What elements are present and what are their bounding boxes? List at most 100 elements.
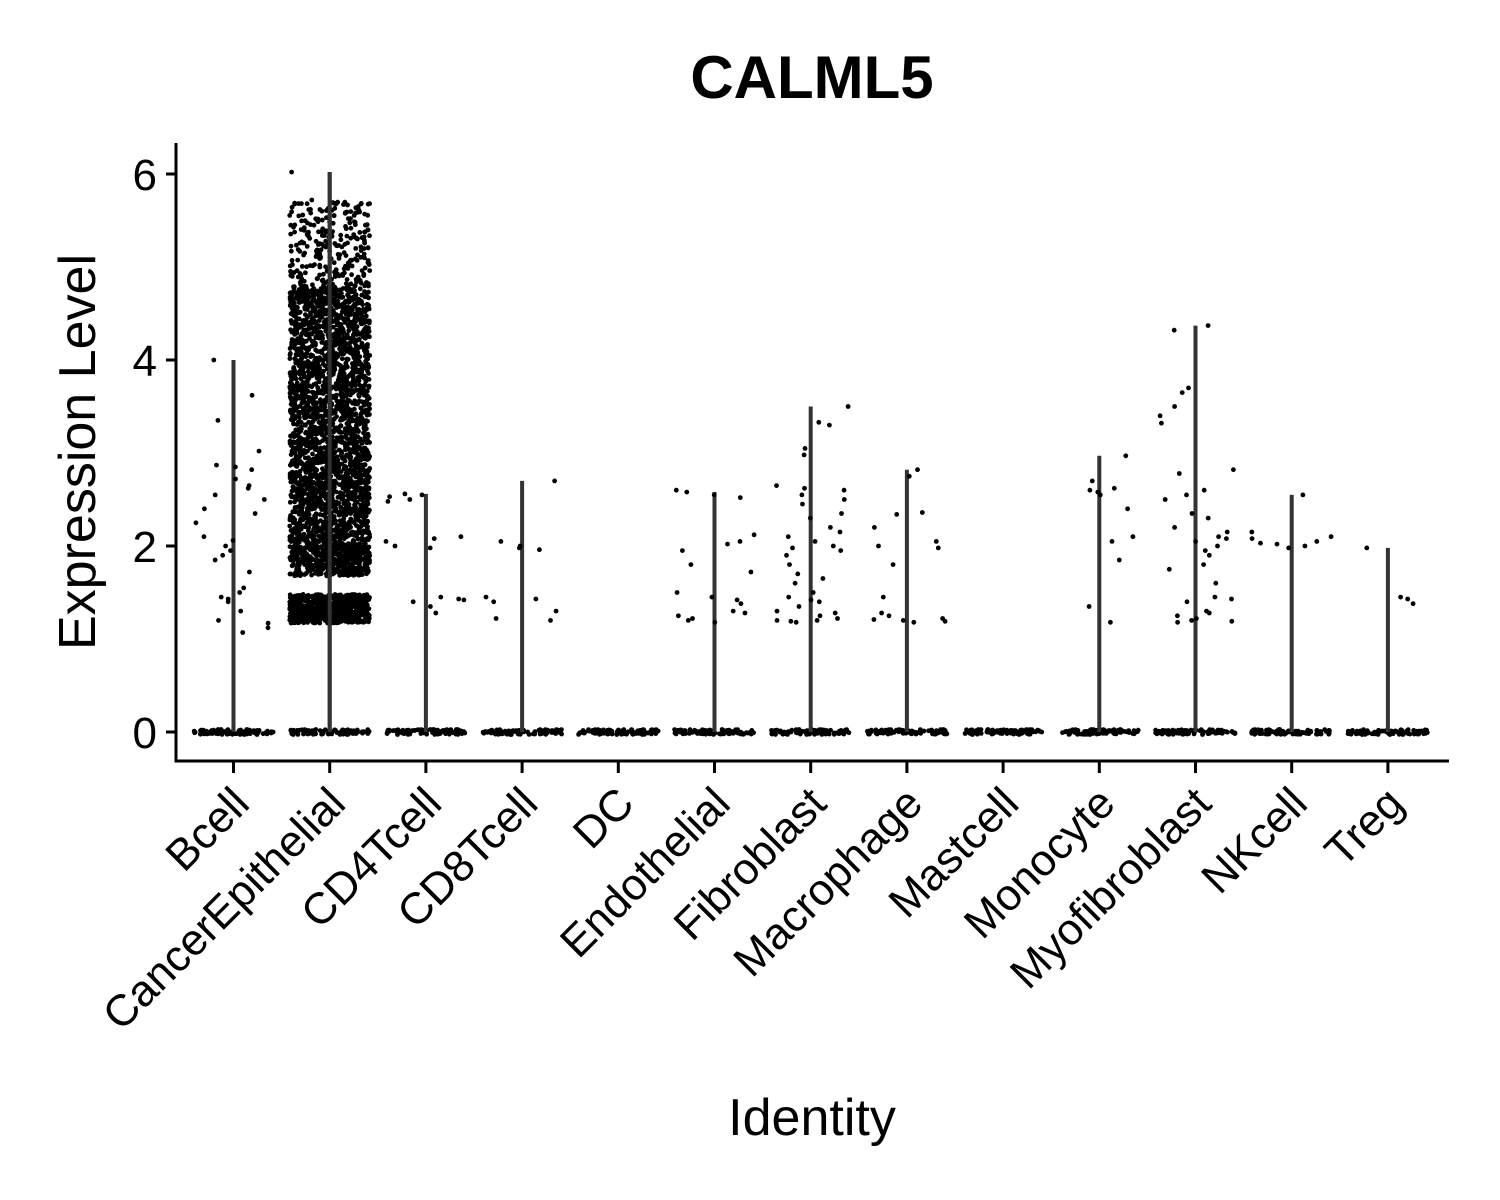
data-point <box>345 593 351 599</box>
data-point <box>717 731 722 737</box>
data-point <box>896 729 902 735</box>
data-point <box>305 434 311 440</box>
zero-point-cluster <box>288 727 372 737</box>
data-point <box>308 352 314 358</box>
data-point <box>289 169 294 175</box>
data-point <box>820 576 826 581</box>
data-point <box>352 572 357 578</box>
data-point <box>305 528 311 534</box>
data-point <box>322 727 328 733</box>
data-point <box>331 556 337 562</box>
data-point <box>995 729 1000 735</box>
data-point <box>302 462 308 468</box>
data-point <box>334 457 339 462</box>
data-point <box>298 376 304 382</box>
data-point <box>337 554 342 559</box>
data-point <box>300 448 306 454</box>
data-point <box>347 532 353 538</box>
data-point <box>202 731 207 737</box>
data-point <box>338 423 344 429</box>
data-point <box>341 379 347 384</box>
data-point <box>498 539 504 544</box>
data-point <box>318 407 324 413</box>
data-point <box>307 335 312 341</box>
data-point <box>392 543 398 549</box>
data-point <box>355 446 361 452</box>
data-point <box>353 512 358 518</box>
data-point <box>549 729 554 735</box>
data-point <box>737 495 743 500</box>
data-point <box>742 610 748 616</box>
data-point <box>356 529 362 535</box>
data-point <box>614 729 620 735</box>
data-point <box>359 513 365 519</box>
data-point <box>356 398 362 404</box>
data-point <box>309 572 314 578</box>
data-point <box>314 605 320 611</box>
data-point <box>316 323 322 328</box>
data-point <box>314 553 320 558</box>
data-point <box>201 534 207 540</box>
data-point <box>877 728 883 734</box>
data-point <box>321 525 327 531</box>
data-point <box>311 480 317 485</box>
data-point <box>359 572 365 577</box>
data-point <box>363 564 369 569</box>
data-point <box>309 197 315 203</box>
data-point <box>233 476 238 482</box>
data-point <box>299 285 304 291</box>
data-point <box>342 345 348 351</box>
data-point <box>291 439 296 445</box>
data-point <box>721 731 727 737</box>
data-point <box>322 280 328 286</box>
data-point <box>343 224 348 229</box>
data-point <box>299 331 305 336</box>
data-point <box>363 513 369 519</box>
data-point <box>310 548 316 554</box>
data-point <box>256 448 262 454</box>
data-point <box>310 282 315 288</box>
data-point <box>288 571 293 577</box>
data-point <box>655 728 661 734</box>
data-point <box>784 552 789 558</box>
data-point <box>342 316 347 322</box>
data-point <box>247 569 252 575</box>
data-point <box>350 601 356 607</box>
data-point <box>334 620 340 626</box>
data-point <box>191 728 197 734</box>
data-point <box>313 309 319 315</box>
data-point <box>361 729 367 735</box>
data-point <box>299 356 305 361</box>
data-point <box>727 731 732 737</box>
data-point <box>305 731 311 736</box>
data-point <box>317 256 322 261</box>
data-point <box>488 730 494 736</box>
data-point <box>1019 728 1024 734</box>
data-point <box>315 298 321 304</box>
data-point <box>347 508 352 514</box>
data-point <box>230 538 236 543</box>
data-point <box>348 524 353 530</box>
data-point <box>621 727 627 732</box>
data-point <box>356 617 361 622</box>
data-point <box>700 731 706 737</box>
data-point <box>304 244 310 249</box>
data-point <box>292 445 297 451</box>
data-point <box>352 730 358 736</box>
data-point <box>309 316 315 321</box>
data-point <box>365 492 371 498</box>
data-point <box>719 727 725 732</box>
data-point <box>302 557 308 563</box>
data-point <box>307 554 313 559</box>
data-point <box>317 264 323 270</box>
data-point <box>301 240 307 246</box>
data-point <box>311 428 317 434</box>
data-point <box>304 201 310 207</box>
data-point <box>673 487 679 493</box>
data-point <box>352 468 357 474</box>
data-point <box>298 547 304 553</box>
data-point <box>233 464 238 470</box>
data-point <box>332 478 338 484</box>
data-point <box>342 366 348 371</box>
data-point <box>303 571 309 576</box>
